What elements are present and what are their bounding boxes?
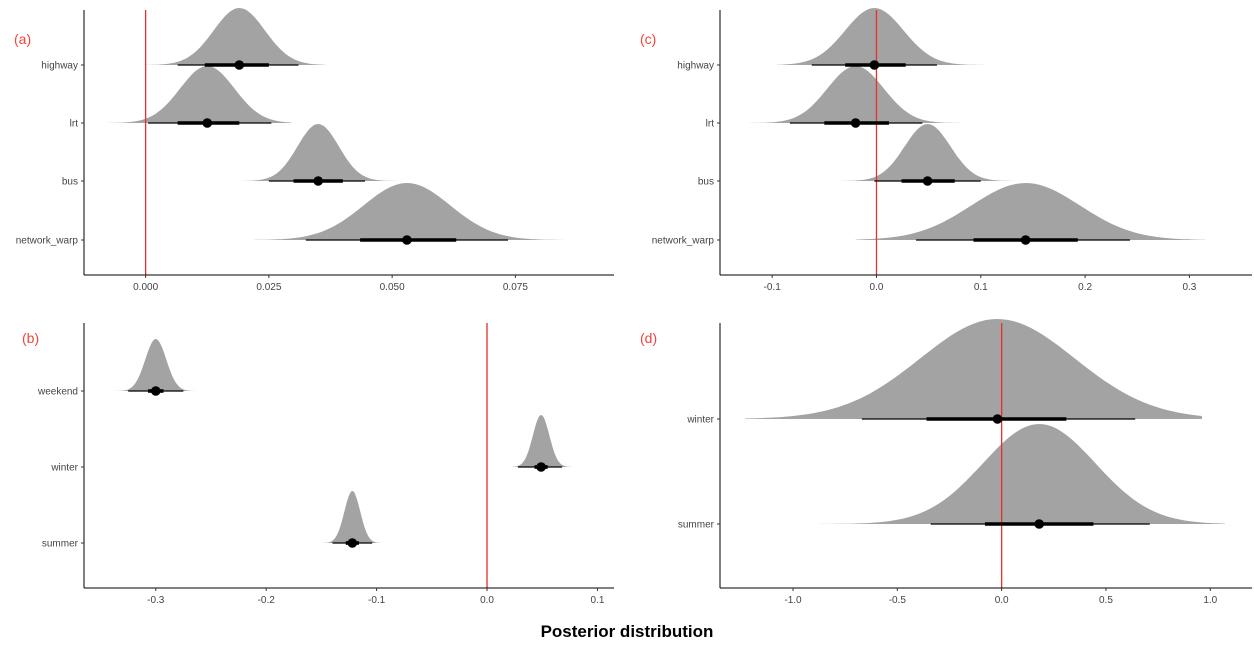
density-winter	[745, 319, 1202, 419]
median-point-summer	[1034, 519, 1044, 529]
density-highway	[143, 8, 326, 65]
y-tick-label: lrt	[706, 119, 715, 130]
y-tick-label: highway	[677, 61, 714, 72]
x-tick-label: -0.3	[147, 595, 165, 606]
y-tick-label: winter	[686, 415, 714, 426]
y-tick-label: bus	[698, 177, 714, 188]
x-tick-label: 0.050	[380, 282, 405, 293]
y-tick-label: network_warp	[652, 236, 715, 247]
y-tick-label: summer	[42, 539, 79, 550]
density-highway	[777, 8, 994, 65]
density-weekend	[100, 339, 211, 391]
density-summer	[315, 491, 388, 543]
y-tick-label: highway	[41, 61, 78, 72]
x-tick-label: 0.0	[995, 595, 1009, 606]
x-tick-label: 0.3	[1182, 282, 1196, 293]
x-tick-label: 0.025	[256, 282, 281, 293]
median-point-bus	[313, 176, 323, 186]
median-point-summer	[347, 538, 358, 548]
median-point-lrt	[202, 118, 213, 128]
density-lrt	[746, 66, 969, 123]
y-tick-label: summer	[678, 520, 715, 531]
x-tick-label: 0.000	[133, 282, 158, 293]
x-tick-label: 1.0	[1203, 595, 1217, 606]
panel-c: highway lrt bus network_warp -0.1 0.0 0.1 0.2 0.…	[640, 8, 1252, 293]
median-point-highway	[869, 60, 880, 70]
y-tick-label: lrt	[70, 119, 79, 130]
y-tick-label: bus	[62, 177, 78, 188]
density-bus	[234, 124, 398, 181]
median-point-network_warp	[1020, 235, 1031, 245]
x-tick-label: 0.075	[503, 282, 528, 293]
panel-letter: (b)	[22, 330, 39, 346]
x-tick-label: -0.1	[764, 282, 782, 293]
x-tick-label: -0.2	[258, 595, 276, 606]
x-tick-label: 0.2	[1078, 282, 1092, 293]
y-tick-label: network_warp	[16, 236, 79, 247]
x-tick-label: -0.1	[368, 595, 386, 606]
y-tick-label: winter	[50, 463, 78, 474]
x-tick-label: 0.1	[590, 595, 604, 606]
panel-b: weekend winter summer -0.3 -0.2 -0.1 0.0 0.1 (b)	[22, 323, 614, 606]
x-tick-label: 0.0	[870, 282, 884, 293]
density-network_warp	[254, 183, 563, 240]
median-point-lrt	[850, 118, 861, 128]
density-winter	[503, 415, 578, 467]
x-tick-label: 0.0	[480, 595, 494, 606]
x-tick-label: 0.5	[1099, 595, 1113, 606]
x-axis-title: Posterior distribution	[540, 622, 714, 641]
density-summer	[818, 424, 1225, 524]
panel-letter: (a)	[14, 31, 31, 47]
density-lrt	[108, 66, 292, 123]
x-tick-label: 0.1	[974, 282, 988, 293]
density-bus	[840, 124, 1018, 181]
y-tick-label: weekend	[37, 387, 78, 398]
x-tick-label: -0.5	[889, 595, 907, 606]
density-network_warp	[855, 183, 1206, 240]
median-point-weekend	[150, 386, 161, 396]
panel-a: highway lrt bus network_warp 0.000 0.025 0.050…	[14, 8, 614, 293]
median-point-winter	[992, 414, 1003, 424]
x-tick-label: -1.0	[784, 595, 802, 606]
median-point-bus	[922, 176, 933, 186]
panel-letter: (d)	[640, 330, 657, 346]
panel-d: winter summer -1.0 -0.5 0.0 0.5 1.0 (d)	[640, 319, 1252, 606]
median-point-network_warp	[402, 235, 412, 245]
panel-letter: (c)	[640, 31, 656, 47]
median-point-winter	[536, 462, 546, 472]
median-point-highway	[234, 60, 245, 70]
